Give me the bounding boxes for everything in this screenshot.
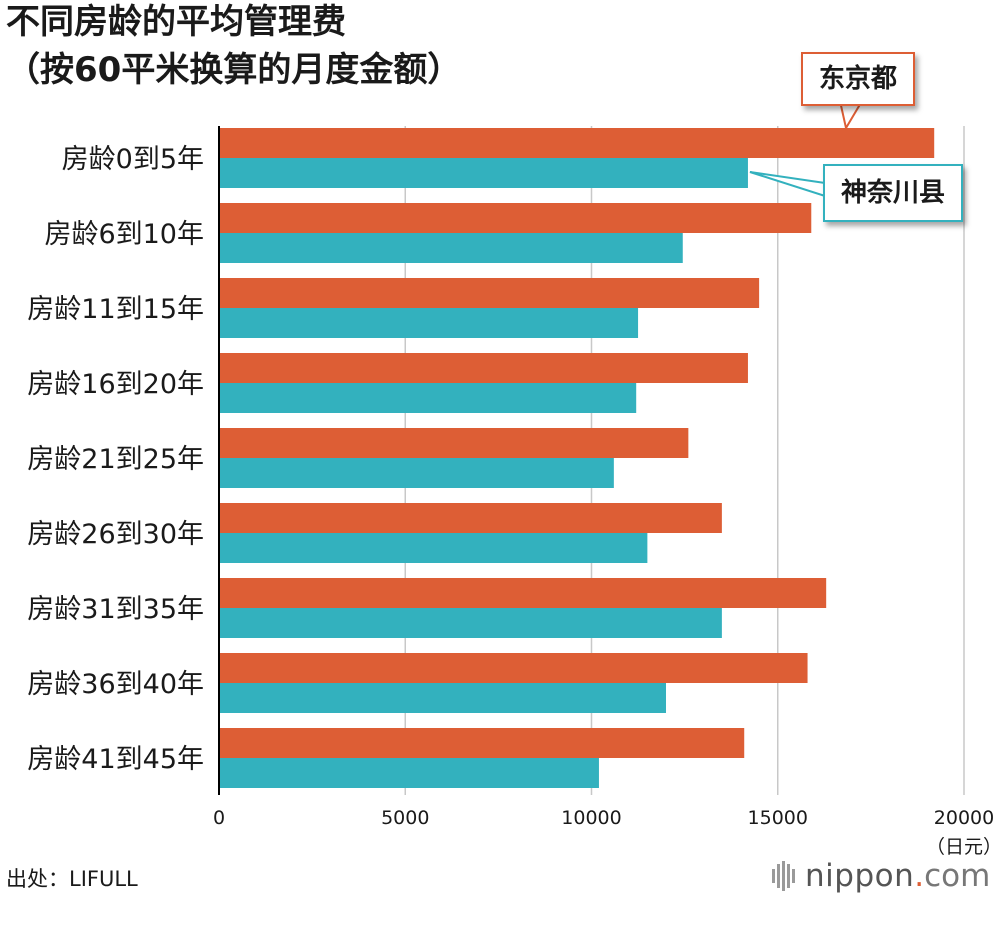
bar-kanagawa-3 (219, 383, 637, 413)
bar-tokyo-7 (219, 653, 808, 683)
bar-tokyo-5 (219, 503, 722, 533)
bar-kanagawa-1 (219, 233, 683, 263)
bar-kanagawa-5 (219, 533, 648, 563)
x-tick-label-5000: 5000 (381, 807, 429, 829)
bar-tokyo-4 (219, 428, 689, 458)
brand-name: nippon (805, 858, 915, 894)
legend-callout-kanagawa: 神奈川县 (823, 164, 964, 222)
bar-tokyo-2 (219, 278, 760, 308)
source-note: 出处：LIFULL (6, 867, 138, 891)
bar-tokyo-6 (219, 578, 827, 608)
nippon-logo-icon (772, 861, 797, 891)
axes: 0 5000 10000 15000 20000 （日元） 房龄0到5年房龄6到10年房龄1… (27, 126, 1000, 858)
bar-kanagawa-4 (219, 458, 614, 488)
bar-tokyo-8 (219, 728, 745, 758)
category-label-7: 房龄36到40年 (27, 669, 204, 700)
legend-callout-tokyo: 东京都 (801, 52, 916, 106)
bar-tokyo-3 (219, 353, 748, 383)
chart-subtitle: （按60平米换算的月度金额） (6, 50, 462, 90)
category-label-0: 房龄0到5年 (62, 144, 204, 175)
bar-kanagawa-7 (219, 683, 666, 713)
x-tick-label-10000: 10000 (561, 807, 621, 829)
category-label-8: 房龄41到45年 (27, 744, 204, 775)
x-tick-label-0: 0 (213, 807, 225, 829)
category-label-3: 房龄16到20年 (27, 369, 204, 400)
bars (219, 128, 935, 788)
chart-title: 不同房龄的平均管理费 (6, 2, 346, 42)
category-label-4: 房龄21到25年 (27, 444, 204, 475)
leader-kanagawa (749, 171, 826, 198)
brand-logo: nippon. com (772, 856, 990, 896)
category-label-2: 房龄11到15年 (27, 294, 204, 325)
bar-kanagawa-2 (219, 308, 639, 338)
brand-dot: . (914, 858, 925, 894)
category-label-6: 房龄31到35年 (27, 594, 204, 625)
bar-kanagawa-6 (219, 608, 722, 638)
bar-tokyo-0 (219, 128, 935, 158)
category-label-1: 房龄6到10年 (44, 219, 204, 250)
x-axis-unit: （日元） (926, 836, 1000, 858)
x-tick-label-15000: 15000 (748, 807, 808, 829)
bar-kanagawa-8 (219, 758, 599, 788)
category-label-5: 房龄26到30年 (27, 519, 204, 550)
bar-kanagawa-0 (219, 158, 748, 188)
bar-tokyo-1 (219, 203, 812, 233)
x-tick-label-20000: 20000 (934, 807, 994, 829)
brand-tld: com (924, 858, 991, 894)
